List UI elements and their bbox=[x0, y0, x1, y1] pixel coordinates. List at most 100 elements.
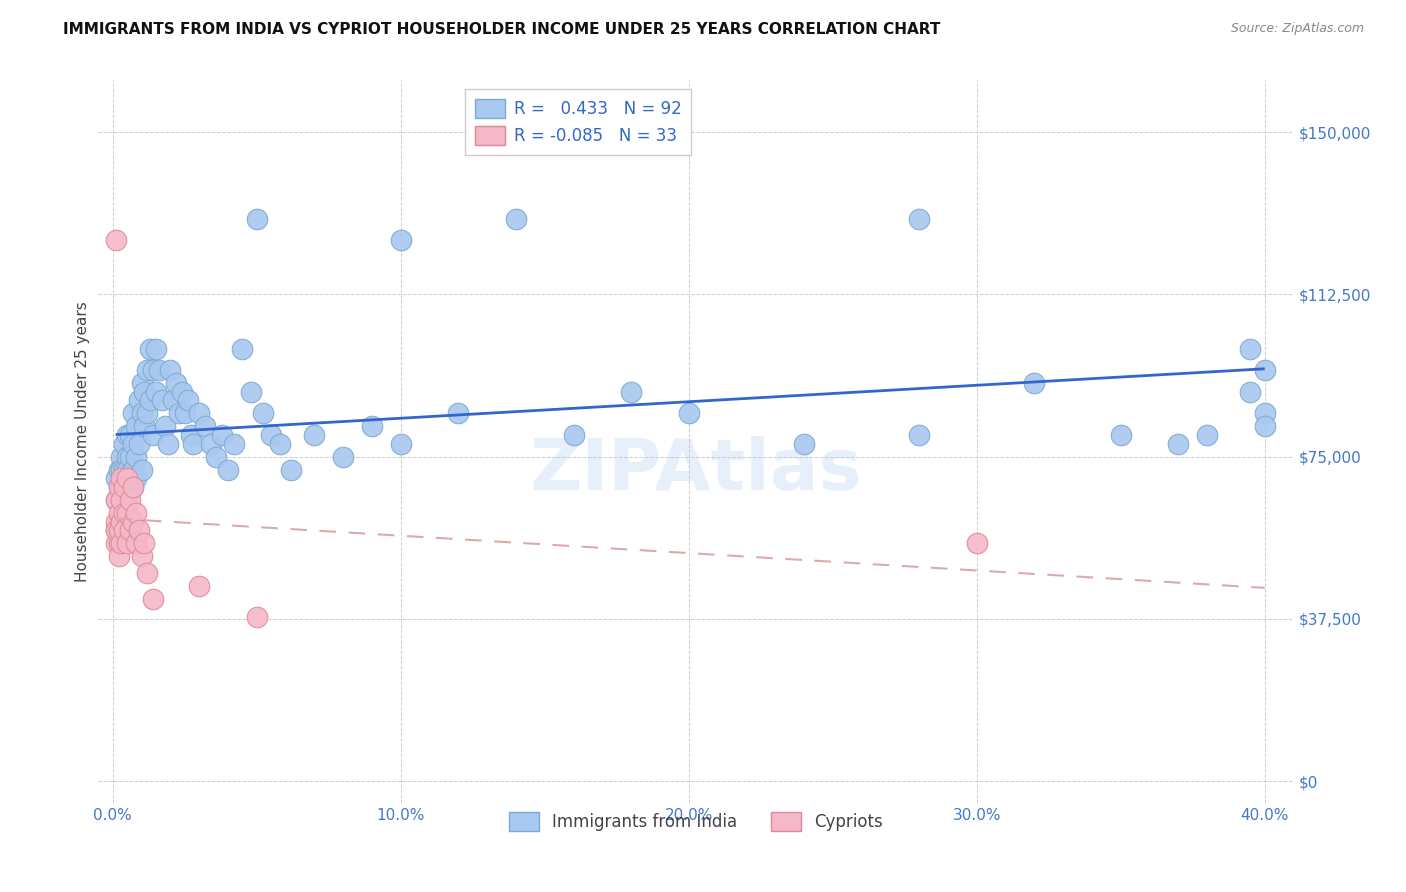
Point bbox=[240, 384, 263, 399]
Point bbox=[107, 515, 129, 529]
Point bbox=[269, 436, 291, 450]
Point bbox=[176, 393, 198, 408]
Point bbox=[122, 480, 145, 494]
Point bbox=[112, 463, 135, 477]
Point bbox=[139, 342, 162, 356]
Point bbox=[104, 536, 127, 550]
Point bbox=[150, 393, 173, 408]
Point bbox=[620, 384, 643, 399]
Legend: Immigrants from India, Cypriots: Immigrants from India, Cypriots bbox=[502, 805, 890, 838]
Point bbox=[110, 471, 132, 485]
Point bbox=[145, 342, 167, 356]
Point bbox=[205, 450, 228, 464]
Point bbox=[1024, 376, 1046, 391]
Point bbox=[246, 211, 269, 226]
Point bbox=[115, 463, 138, 477]
Point bbox=[110, 536, 132, 550]
Point bbox=[188, 579, 211, 593]
Point bbox=[128, 523, 150, 537]
Point bbox=[112, 436, 135, 450]
Text: Source: ZipAtlas.com: Source: ZipAtlas.com bbox=[1230, 22, 1364, 36]
Point bbox=[131, 549, 153, 564]
Point bbox=[167, 406, 190, 420]
Point bbox=[110, 480, 132, 494]
Point bbox=[562, 428, 585, 442]
Point bbox=[173, 406, 195, 420]
Point bbox=[1167, 436, 1189, 450]
Point bbox=[505, 125, 527, 139]
Point bbox=[170, 384, 193, 399]
Point bbox=[231, 342, 253, 356]
Point bbox=[110, 450, 132, 464]
Point bbox=[142, 363, 165, 377]
Point bbox=[165, 376, 187, 391]
Point bbox=[112, 523, 135, 537]
Point bbox=[104, 492, 127, 507]
Point bbox=[153, 419, 176, 434]
Point bbox=[110, 492, 132, 507]
Point bbox=[110, 515, 132, 529]
Point bbox=[505, 211, 527, 226]
Point bbox=[122, 480, 145, 494]
Point bbox=[332, 450, 354, 464]
Point bbox=[1254, 363, 1277, 377]
Point bbox=[131, 406, 153, 420]
Point bbox=[389, 436, 412, 450]
Point bbox=[107, 480, 129, 494]
Point bbox=[120, 450, 142, 464]
Point bbox=[211, 428, 233, 442]
Point bbox=[222, 436, 245, 450]
Point bbox=[122, 463, 145, 477]
Point bbox=[966, 536, 988, 550]
Point bbox=[104, 523, 127, 537]
Point bbox=[110, 506, 132, 520]
Point bbox=[128, 393, 150, 408]
Point bbox=[134, 536, 156, 550]
Point bbox=[115, 450, 138, 464]
Text: IMMIGRANTS FROM INDIA VS CYPRIOT HOUSEHOLDER INCOME UNDER 25 YEARS CORRELATION C: IMMIGRANTS FROM INDIA VS CYPRIOT HOUSEHO… bbox=[63, 22, 941, 37]
Point bbox=[1109, 428, 1132, 442]
Point bbox=[120, 480, 142, 494]
Point bbox=[361, 419, 384, 434]
Point bbox=[122, 515, 145, 529]
Point bbox=[136, 363, 159, 377]
Point bbox=[107, 549, 129, 564]
Point bbox=[162, 393, 184, 408]
Point bbox=[104, 492, 127, 507]
Point bbox=[159, 363, 181, 377]
Point bbox=[139, 393, 162, 408]
Point bbox=[447, 406, 470, 420]
Point bbox=[122, 436, 145, 450]
Point bbox=[125, 506, 148, 520]
Point bbox=[115, 492, 138, 507]
Point bbox=[107, 523, 129, 537]
Point bbox=[131, 463, 153, 477]
Text: ZIPAtlas: ZIPAtlas bbox=[530, 436, 862, 505]
Point bbox=[112, 480, 135, 494]
Point bbox=[115, 471, 138, 485]
Point bbox=[120, 523, 142, 537]
Point bbox=[112, 471, 135, 485]
Point bbox=[280, 463, 302, 477]
Point bbox=[125, 419, 148, 434]
Point bbox=[107, 536, 129, 550]
Point bbox=[120, 428, 142, 442]
Point bbox=[142, 592, 165, 607]
Point bbox=[107, 536, 129, 550]
Point bbox=[134, 419, 156, 434]
Point bbox=[115, 428, 138, 442]
Point bbox=[1239, 384, 1261, 399]
Point bbox=[136, 566, 159, 581]
Point bbox=[125, 536, 148, 550]
Point bbox=[115, 480, 138, 494]
Point bbox=[120, 492, 142, 507]
Point bbox=[115, 536, 138, 550]
Point bbox=[389, 233, 412, 247]
Point bbox=[107, 463, 129, 477]
Point bbox=[110, 492, 132, 507]
Point bbox=[107, 506, 129, 520]
Point bbox=[183, 436, 205, 450]
Point bbox=[104, 233, 127, 247]
Point bbox=[793, 436, 815, 450]
Point bbox=[180, 428, 202, 442]
